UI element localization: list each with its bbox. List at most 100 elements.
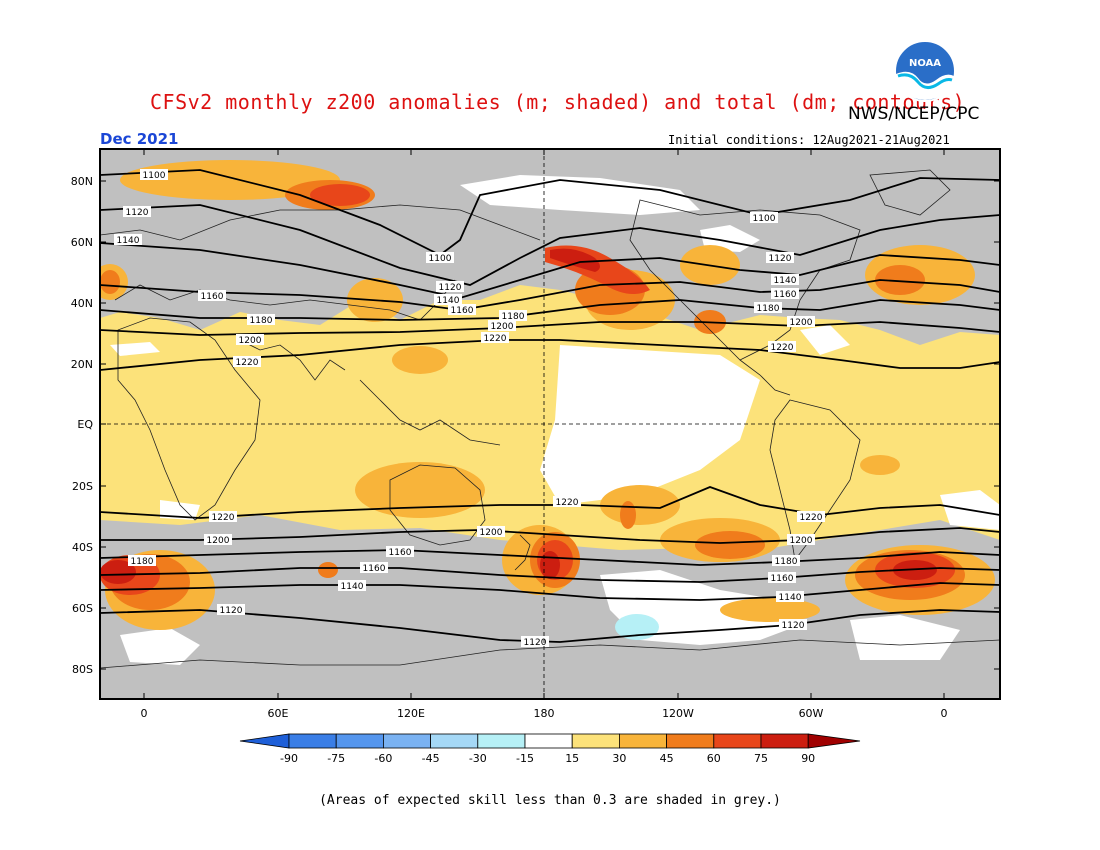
colorbar-swatch [477,733,526,749]
lon-label: 120W [662,707,694,720]
lat-label: 60S [72,602,93,615]
contour-label: 1200 [790,318,813,328]
axis-ticks: 80N 60N 40N 20N EQ 20S 40S 60S 80S 0 60E 120E 180 120… [71,149,1000,720]
contour-label-bg [797,511,825,522]
colorbar-label: -45 [422,752,440,765]
contour-1160-sh [100,567,1000,583]
initial-conditions: Initial conditions: 12Aug2021-21Aug2021 [668,133,950,147]
contour-label: 1120 [220,606,243,616]
colorbar-swatch [382,733,431,749]
contour-label-bg [209,511,237,522]
contour-label: 1220 [236,358,259,368]
contour-label-bg [750,212,778,223]
contour-label: 1180 [131,557,154,567]
contour-label-bg [204,534,232,545]
lon-label: 60E [268,707,289,720]
contour-label-bg [448,304,476,315]
contour-label-bg [521,636,549,647]
colorbar-swatch [619,733,668,749]
contour-label: 1200 [207,536,230,546]
contour-label-bg [434,294,462,305]
contour-label: 1160 [451,306,474,316]
contour-label-bg [768,572,796,583]
contour-label: 1200 [480,528,503,538]
contour-label: 1120 [769,254,792,264]
contour-label-bg [499,310,527,321]
contour-label: 1160 [774,290,797,300]
contour-label: 1220 [212,513,235,523]
colorbar-swatch [760,733,809,749]
colorbar-label: 30 [612,752,626,765]
footnote: (Areas of expected skill less than 0.3 a… [319,793,781,808]
contour-label-bg [477,526,505,537]
contour-1200-nh [100,321,1000,336]
contour-label-bg [233,356,261,367]
contour-label-bg [247,314,275,325]
contour-1140-sh [100,582,1000,601]
colorbar-label: -15 [516,752,534,765]
contour-label: 1140 [437,296,460,306]
contour-label: 1100 [753,214,776,224]
contour-label-bg [787,534,815,545]
lon-label: 0 [141,707,148,720]
colorbar-swatch [335,733,384,749]
contour-labels: 1100112011401160118012001220110011201140… [114,169,825,648]
lat-label: 20N [71,358,93,371]
colorbar-swatch [524,733,573,749]
contour-label-bg [360,562,388,573]
contour-label-bg [488,320,516,331]
contour-label: 1100 [429,254,452,264]
contour-1100-nh [100,169,1000,257]
contour-1120-sh [100,609,1000,643]
contour-label-bg [386,546,414,557]
contour-1220-sh [100,486,1000,519]
contour-label: 1120 [126,208,149,218]
colorbar-swatch [666,733,715,749]
contour-1220-nh [100,339,1000,371]
contour-1160-nh [100,279,1000,311]
contour-label: 1180 [502,312,525,322]
contour-label-bg [779,619,807,630]
contour-label-bg [787,316,815,327]
contour-label-bg [128,555,156,566]
contour-label-bg [771,288,799,299]
contour-label: 1160 [771,574,794,584]
contour-label-bg [236,334,264,345]
contour-label-bg [217,604,245,615]
contour-label: 1160 [201,292,224,302]
contour-label: 1160 [363,564,386,574]
contour-label-bg [776,591,804,602]
contour-1180-sh [100,549,1000,566]
forecast-period: Dec 2021 [100,130,179,148]
organization-label: NWS/NCEP/CPC [848,104,980,124]
reference-lines [100,149,1000,699]
lat-label: 20S [72,480,93,493]
colorbar-label: 75 [754,752,768,765]
contour-label-bg [768,341,796,352]
lat-label: 80N [71,175,93,188]
colorbar: -90 -75 -60 -45 -30 -15 15 30 45 60 75 90 [239,733,861,765]
lat-label: EQ [77,418,93,431]
contour-label: 1140 [779,593,802,603]
contour-label: 1220 [771,343,794,353]
contour-label: 1200 [491,322,514,332]
colorbar-label: -90 [280,752,298,765]
contour-label: 1180 [775,557,798,567]
anomaly-map: 1100112011401160118012001220110011201140… [71,148,1001,765]
contour-label: 1140 [774,276,797,286]
colorbar-label: -60 [374,752,392,765]
contour-label: 1160 [389,548,412,558]
contour-label: 1220 [800,513,823,523]
coastlines [100,169,1000,669]
contour-label: 1200 [239,336,262,346]
lat-label: 40N [71,297,93,310]
colorbar-label: 45 [660,752,674,765]
lon-label: 180 [534,707,555,720]
negative-anomaly-patch [615,614,659,640]
contour-label-bg [198,290,226,301]
contour-label-bg [754,302,782,313]
colorbar-label: 60 [707,752,721,765]
lon-label: 60W [799,707,824,720]
colorbar-swatch [713,733,762,749]
contour-label: 1180 [757,304,780,314]
